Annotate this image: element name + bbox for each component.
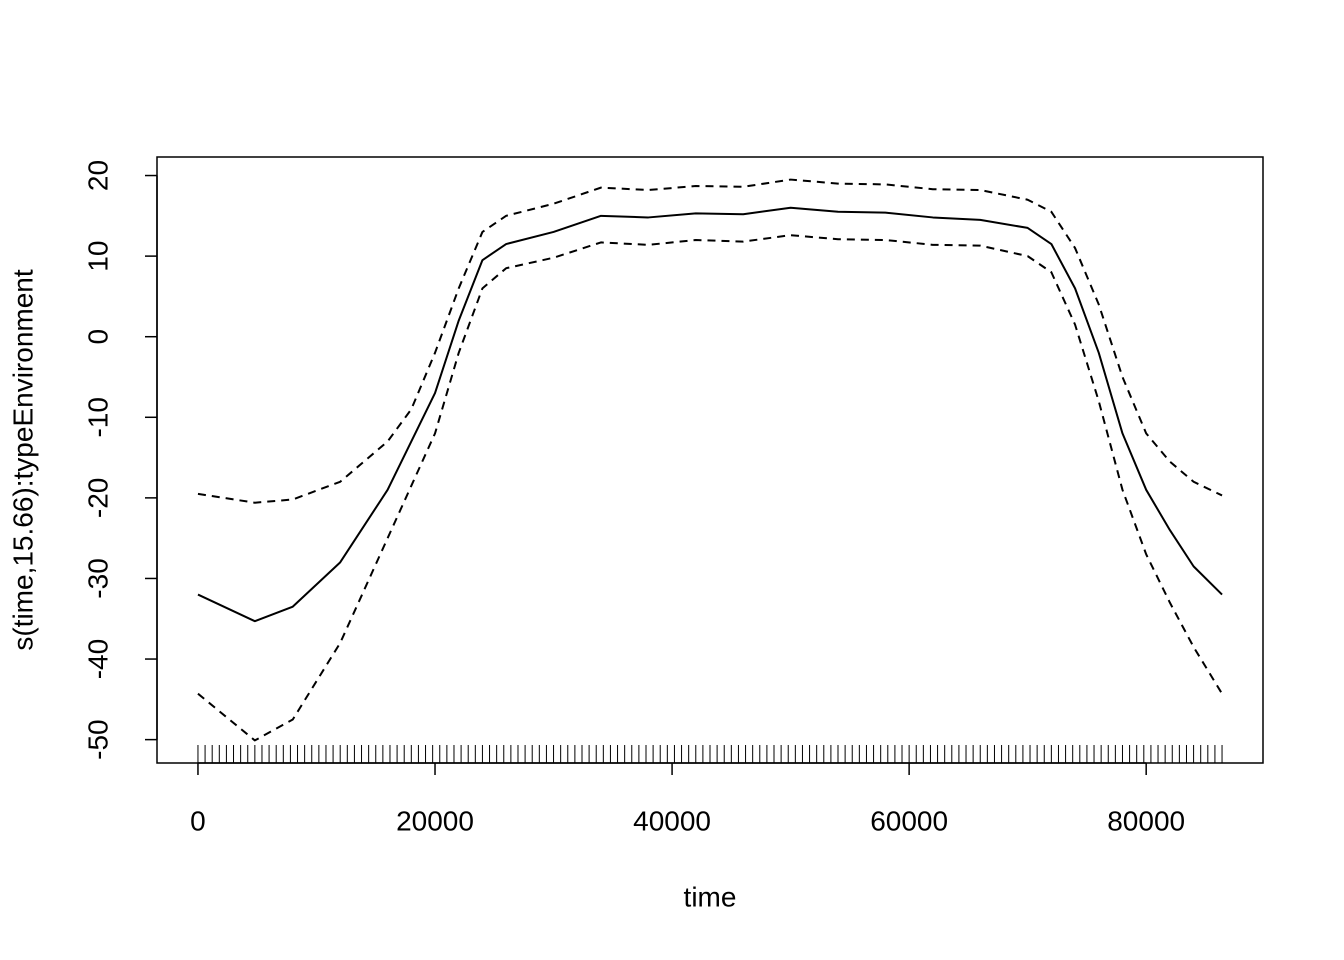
x-tick-label: 60000: [870, 805, 948, 836]
y-tick-label: 20: [82, 160, 113, 191]
series-line: [197, 234, 1223, 742]
y-tick-label: -30: [82, 558, 113, 598]
y-tick-label: -50: [82, 719, 113, 759]
series-line: [197, 206, 1223, 623]
x-tick-label: 80000: [1107, 805, 1185, 836]
y-tick-label: -20: [82, 478, 113, 518]
y-tick-label: 0: [82, 329, 113, 345]
x-axis-label: time: [684, 881, 737, 912]
y-tick-label: -40: [82, 639, 113, 679]
y-tick-label: 10: [82, 241, 113, 272]
y-tick-label: -10: [82, 397, 113, 437]
x-tick-label: 40000: [633, 805, 711, 836]
x-tick-label: 0: [190, 805, 206, 836]
y-axis-label: s(time,15.66):typeEnvironment: [7, 269, 38, 651]
series-line: [197, 178, 1223, 504]
x-tick-label: 20000: [396, 805, 474, 836]
